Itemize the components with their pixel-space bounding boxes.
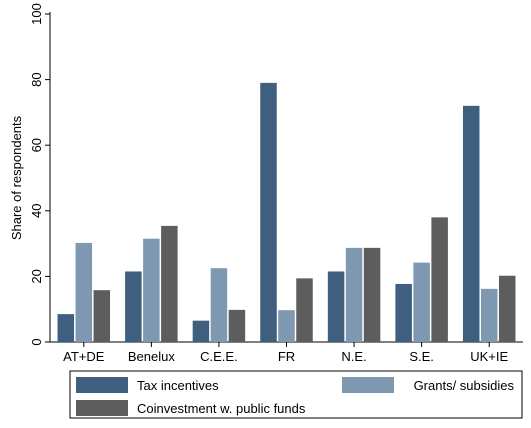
bar [431,217,448,342]
bar [161,225,178,342]
bar [327,271,345,342]
bar [192,320,210,342]
x-tick-label: N.E. [341,349,366,364]
bar [278,310,295,342]
y-axis-title: Share of respondents [9,115,24,240]
legend-label: Tax incentives [137,378,219,393]
bar [498,275,516,342]
x-tick-label: Benelux [128,349,175,364]
y-tick-label: 80 [29,72,44,86]
y-tick-label: 60 [29,138,44,152]
legend-label: Grants/ subsidies [414,378,515,393]
bar [260,82,277,342]
x-tick-label: FR [278,349,295,364]
legend: Tax incentives Grants/ subsidies Coinvestm… [69,370,523,419]
bar [462,105,480,342]
bar [363,247,381,342]
bar [75,242,93,342]
bar [93,290,111,342]
bar [480,288,498,342]
legend-swatch [76,377,128,393]
y-tick-label: 0 [29,338,44,345]
bar [57,314,75,342]
bar [210,268,228,342]
bar [413,262,430,342]
x-tick-label: S.E. [409,349,434,364]
legend-swatch [342,377,394,393]
x-tick-label: AT+DE [63,349,105,364]
legend-label: Coinvestment w. public funds [137,401,306,416]
bar [296,278,313,342]
axes-layer [45,12,523,347]
bar [345,247,363,342]
legend-box [69,370,523,419]
y-tick-label: 40 [29,204,44,218]
x-tick-label: UK+IE [470,349,508,364]
legend-swatch [76,400,128,416]
x-tick-label: C.E.E. [200,349,238,364]
labels-layer: 0 20 40 60 80 100 Share of respondents AT+DE Ben… [9,3,509,364]
bar [143,238,160,342]
bar [228,309,246,342]
y-tick-label: 100 [29,3,44,25]
bars-layer [57,82,516,342]
bar [125,271,142,342]
y-tick-label: 20 [29,269,44,283]
bar [395,283,412,342]
